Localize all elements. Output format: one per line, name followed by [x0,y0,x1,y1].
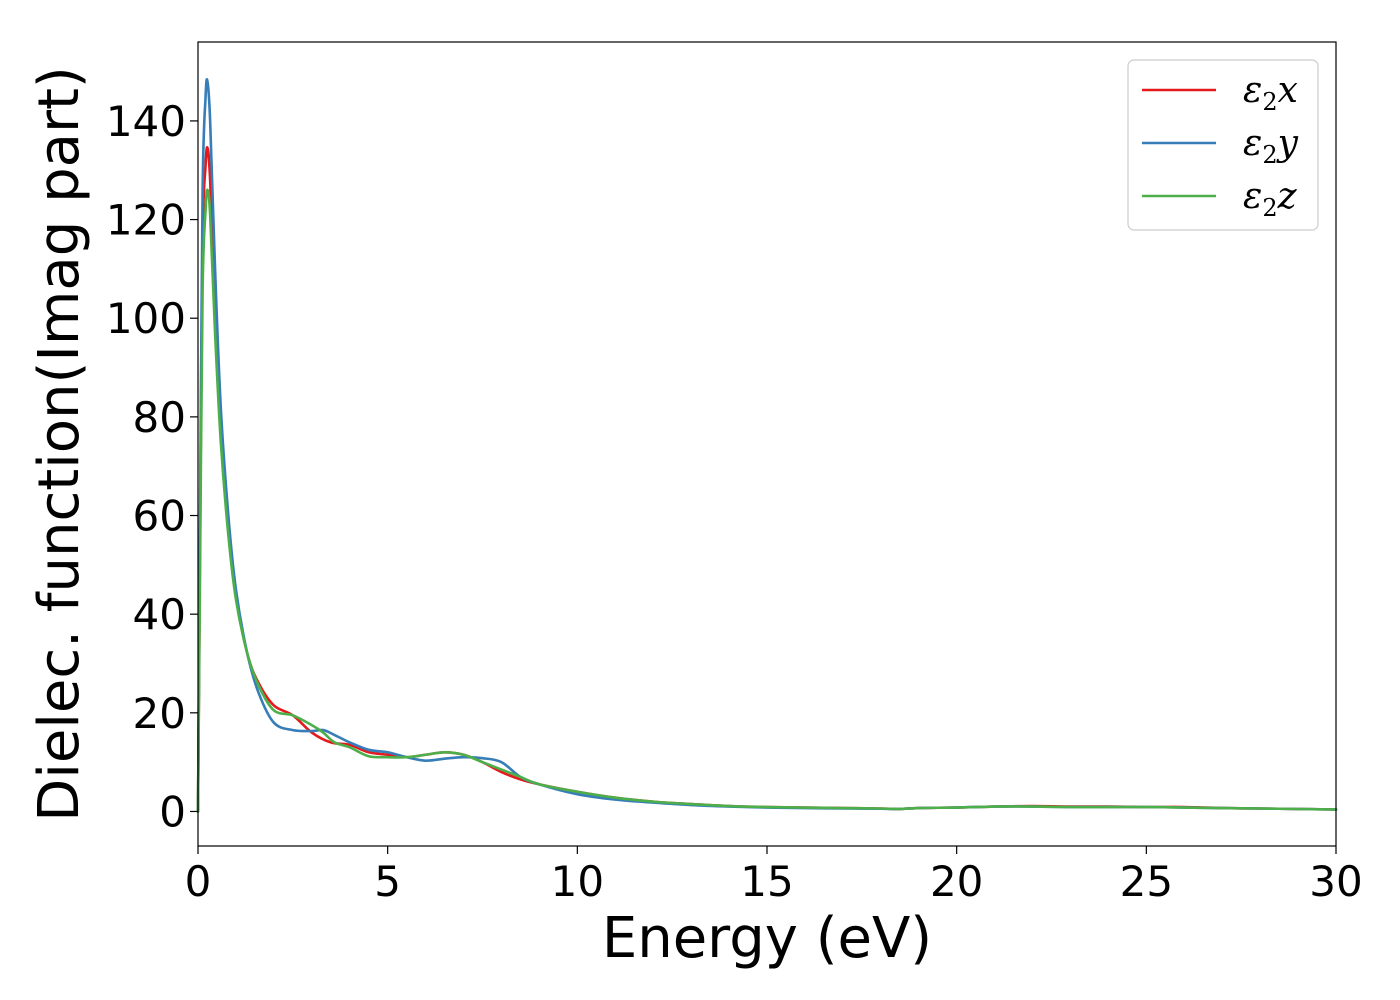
y-tick-label: 20 [133,689,186,738]
x-axis-ticks: 0 5 10 15 20 25 30 [185,846,1363,906]
x-tick-label: 5 [374,857,401,906]
x-tick-label: 20 [930,857,983,906]
y-tick-label: 0 [159,787,186,836]
legend-label-y: ε2y [1243,123,1299,169]
x-tick-label: 10 [551,857,604,906]
y-tick-label: 60 [133,492,186,541]
legend-frame [1127,59,1319,231]
x-tick-label: 30 [1309,857,1362,906]
y-tick-label: 120 [106,196,186,245]
y-tick-label: 100 [106,294,186,343]
y-tick-label: 40 [133,590,186,639]
legend-label-x: ε2x [1243,70,1298,116]
x-tick-label: 25 [1120,857,1173,906]
y-axis-ticks: 0 20 40 60 80 100 120 140 [106,97,198,836]
legend: ε2x ε2y ε2z [1127,59,1319,231]
series-line-z [196,188,1338,813]
x-tick-label: 0 [185,857,212,906]
x-tick-label: 15 [740,857,793,906]
y-axis-label: Dielec. function(Imag part) [27,66,92,822]
y-tick-label: 140 [106,97,186,146]
y-tick-label: 80 [133,393,186,442]
x-axis-label: Energy (eV) [602,906,932,971]
series-layer [196,78,1338,813]
legend-label-z: ε2z [1243,176,1298,222]
